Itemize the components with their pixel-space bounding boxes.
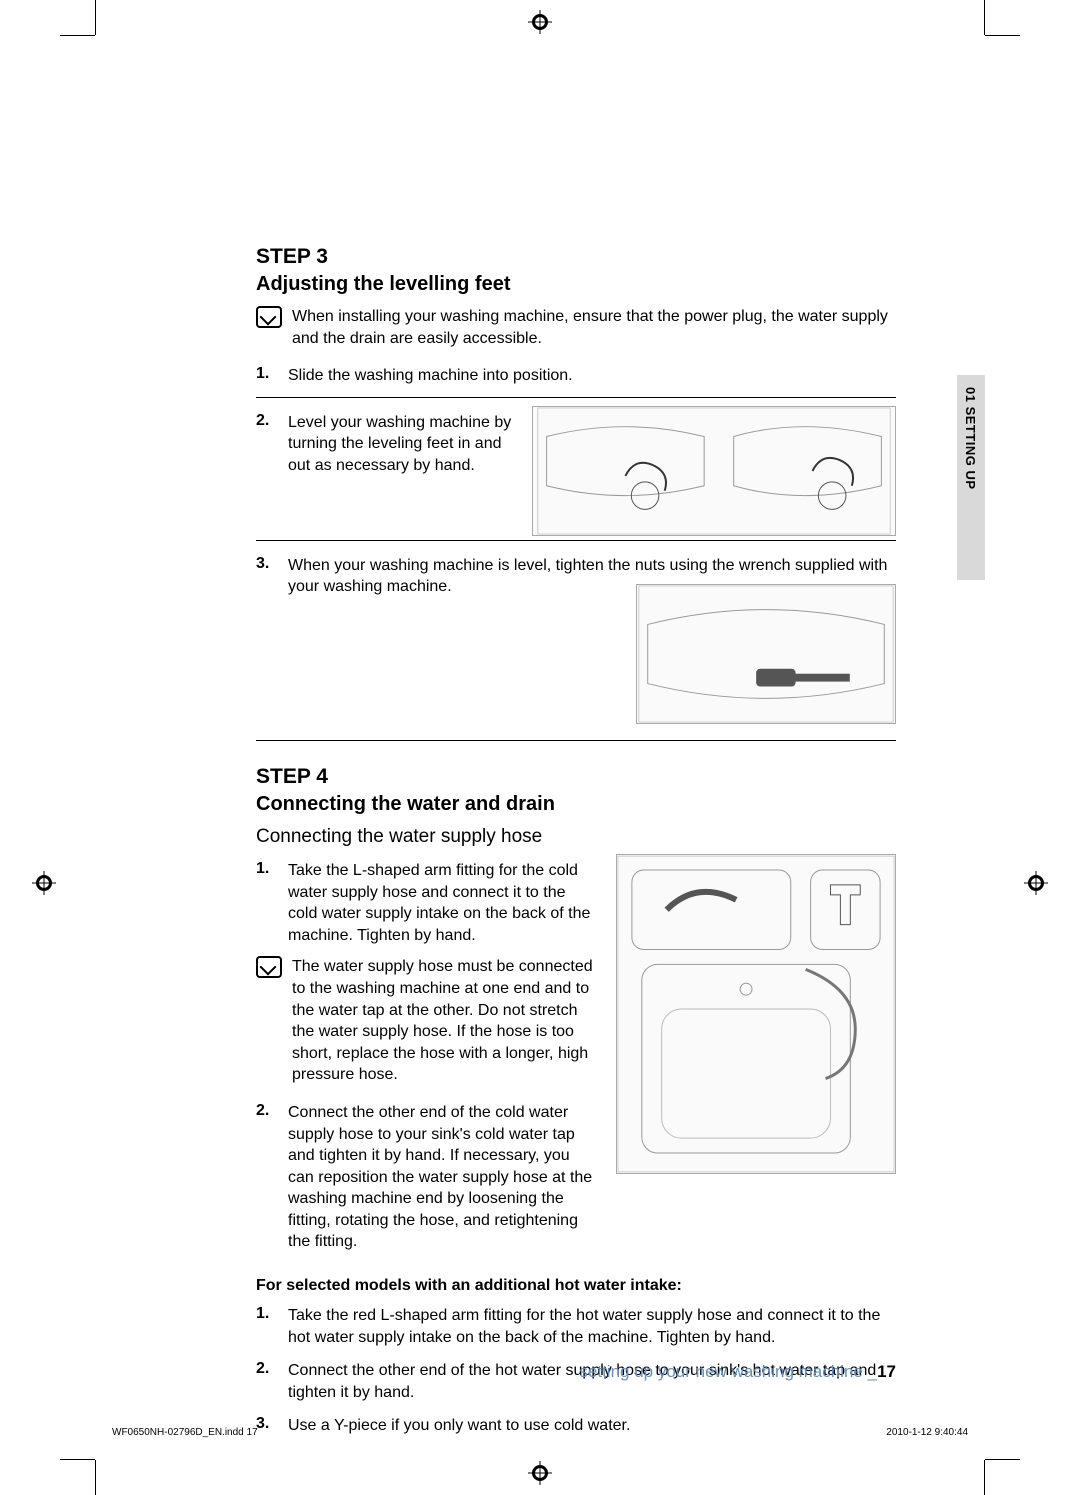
step3-section: STEP 3 Adjusting the levelling feet When… bbox=[256, 245, 896, 741]
list-item: Level your washing machine by turning th… bbox=[256, 406, 516, 483]
imprint-timestamp: 2010-1-12 9:40:44 bbox=[886, 1427, 968, 1438]
imprint-file: WF0650NH-02796D_EN.indd 17 bbox=[112, 1427, 258, 1438]
hot-water-heading: For selected models with an additional h… bbox=[256, 1277, 896, 1295]
divider bbox=[256, 740, 896, 741]
section-tab: 01 SETTING UP bbox=[957, 375, 985, 580]
crop-mark bbox=[60, 1459, 95, 1460]
step3-note-text: When installing your washing machine, en… bbox=[292, 306, 896, 349]
crop-mark bbox=[984, 1460, 985, 1495]
list-item: Take the red L-shaped arm fitting for th… bbox=[256, 1299, 896, 1354]
registration-mark-icon bbox=[32, 871, 56, 895]
divider bbox=[256, 540, 896, 541]
footer-text: setting up your new washing machine _ bbox=[579, 1362, 877, 1381]
hose-connection-illustration bbox=[616, 854, 896, 1174]
list-item: Slide the washing machine into position. bbox=[256, 359, 896, 393]
cold-note-text: The water supply hose must be connected … bbox=[292, 956, 596, 1086]
list-item: Take the L-shaped arm fitting for the co… bbox=[256, 854, 596, 952]
list-item-text: Slide the washing machine into position. bbox=[288, 365, 896, 387]
leveling-feet-illustration bbox=[532, 406, 896, 536]
note-icon bbox=[256, 306, 282, 328]
imprint-row: WF0650NH-02796D_EN.indd 17 2010-1-12 9:4… bbox=[112, 1427, 968, 1438]
wrench-tighten-illustration bbox=[636, 584, 896, 724]
list-item-text: Take the L-shaped arm fitting for the co… bbox=[288, 860, 596, 946]
crop-mark bbox=[60, 35, 95, 36]
crop-mark bbox=[985, 1459, 1020, 1460]
cold-list-2: Connect the other end of the cold water … bbox=[256, 1096, 596, 1259]
list-item: Connect the other end of the cold water … bbox=[256, 1096, 596, 1259]
step3-note: When installing your washing machine, en… bbox=[256, 306, 896, 349]
step4-section: STEP 4 Connecting the water and drain Co… bbox=[256, 765, 896, 1443]
crop-mark bbox=[95, 0, 96, 35]
cold-note: The water supply hose must be connected … bbox=[256, 956, 596, 1086]
page-footer: setting up your new washing machine _17 bbox=[256, 1362, 896, 1382]
crop-mark bbox=[984, 0, 985, 35]
section-tab-label: 01 SETTING UP bbox=[963, 387, 978, 490]
note-icon bbox=[256, 956, 282, 978]
crop-mark bbox=[985, 35, 1020, 36]
registration-mark-icon bbox=[1024, 871, 1048, 895]
step4-subheading: Connecting the water supply hose bbox=[256, 826, 896, 848]
crop-mark bbox=[95, 1460, 96, 1495]
registration-mark-icon bbox=[528, 10, 552, 34]
registration-mark-icon bbox=[528, 1461, 552, 1485]
cold-list: Take the L-shaped arm fitting for the co… bbox=[256, 854, 596, 952]
list-item-text: Connect the other end of the cold water … bbox=[288, 1102, 596, 1253]
cold-water-row: Take the L-shaped arm fitting for the co… bbox=[256, 854, 896, 1259]
divider bbox=[256, 397, 896, 398]
list-item-text: Take the red L-shaped arm fitting for th… bbox=[288, 1305, 896, 1348]
step4-subtitle: Connecting the water and drain bbox=[256, 793, 896, 816]
step3-item2-row: Level your washing machine by turning th… bbox=[256, 406, 896, 536]
step4-title: STEP 4 bbox=[256, 765, 896, 789]
step3-title: STEP 3 bbox=[256, 245, 896, 269]
page-number: 17 bbox=[877, 1362, 896, 1381]
list-item-text: Level your washing machine by turning th… bbox=[288, 412, 516, 477]
step3-subtitle: Adjusting the levelling feet bbox=[256, 273, 896, 296]
page-content: STEP 3 Adjusting the levelling feet When… bbox=[256, 245, 896, 1443]
step3-list: Slide the washing machine into position. bbox=[256, 359, 896, 393]
